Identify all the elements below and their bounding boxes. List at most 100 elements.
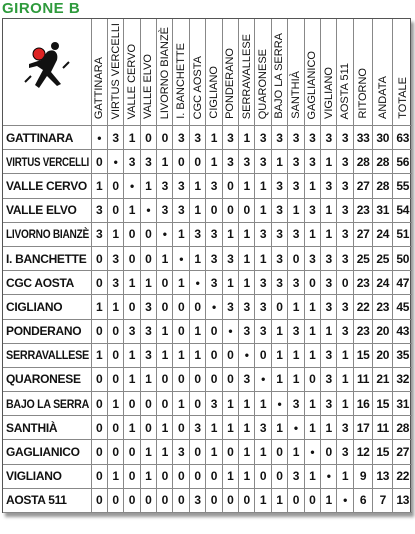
- team-name: QUARONESE: [3, 367, 92, 393]
- result-cell: 3: [205, 391, 223, 417]
- result-cell: 3: [222, 246, 240, 272]
- result-cell: 3: [287, 125, 305, 151]
- column-header: RITORNO: [353, 19, 374, 126]
- result-cell: 1: [189, 246, 207, 272]
- result-cell: 1: [271, 149, 289, 175]
- result-cell: 1: [238, 391, 256, 417]
- team-label: QUARONESE: [6, 372, 81, 387]
- result-cell: 1: [140, 270, 158, 296]
- points-cell: 9: [353, 464, 374, 489]
- result-cell: 3: [91, 198, 108, 223]
- result-cell: 3: [222, 294, 240, 320]
- header-row: GATTINARA VIRTUS VERCELLI VALLE CERVO VALLE…: [3, 19, 413, 126]
- result-cell: 3: [254, 270, 272, 296]
- result-cell: 3: [336, 198, 354, 223]
- result-cell: 1: [107, 464, 125, 489]
- points-cell: 13: [372, 464, 394, 489]
- result-cell: 3: [320, 125, 338, 151]
- column-label: LIVORNO BIANZÈ: [158, 26, 171, 119]
- column-label: VIRTUS VERCELLI: [109, 22, 122, 119]
- column-label: VALLE CERVO: [125, 43, 138, 119]
- result-cell: 1: [205, 149, 223, 175]
- result-cell: 3: [304, 125, 321, 151]
- result-cell: 0: [189, 294, 207, 320]
- result-cell: 1: [156, 343, 174, 368]
- result-cell: 1: [304, 391, 321, 417]
- result-cell: 0: [172, 415, 190, 441]
- column-label: BAJO LA SERRA: [273, 33, 286, 119]
- result-cell: 1: [238, 270, 256, 296]
- result-cell: 0: [107, 439, 125, 465]
- team-label: I. BANCHETTE: [6, 251, 87, 266]
- result-cell: 3: [336, 125, 354, 151]
- result-cell: 3: [140, 319, 158, 344]
- result-cell: 0: [172, 149, 190, 175]
- team-name: SANTHIÀ: [3, 415, 92, 441]
- result-cell: 3: [336, 246, 354, 272]
- logo-cell: [3, 19, 92, 126]
- team-label: BAJO LA SERRA: [6, 396, 89, 411]
- result-cell: 3: [189, 488, 207, 514]
- result-cell: 1: [254, 173, 272, 199]
- result-cell: 1: [140, 439, 158, 465]
- result-cell: 1: [91, 294, 108, 320]
- result-cell: 0: [156, 294, 174, 320]
- column-header: PONDERANO: [222, 19, 240, 126]
- result-cell: 1: [172, 343, 190, 368]
- points-cell: 21: [372, 367, 394, 393]
- points-cell: 7: [372, 488, 394, 514]
- team-row: VIRTUS VERCELLI 0 • 3 3 1 0 0 1 3 3 3 1 3 3 1 3 28 28 56: [3, 149, 413, 175]
- result-cell: 1: [123, 125, 141, 151]
- result-cell: 0: [287, 488, 305, 514]
- points-cell: 55: [392, 173, 413, 199]
- points-cell: 25: [353, 246, 374, 272]
- result-cell: 0: [91, 488, 108, 514]
- result-cell: 0: [123, 391, 141, 417]
- result-cell: 1: [238, 173, 256, 199]
- result-cell: 3: [336, 415, 354, 441]
- result-cell: 0: [91, 367, 108, 393]
- team-name: GATTINARA: [3, 125, 92, 151]
- result-cell: 1: [107, 391, 125, 417]
- team-label: LIVORNO BIANZÈ: [6, 227, 89, 242]
- result-cell: •: [189, 270, 207, 296]
- result-cell: 1: [254, 439, 272, 465]
- column-label: GATTINARA: [93, 56, 106, 119]
- team-row: VALLE CERVO 1 0 • 1 3 3 1 3 0 1 1 3 3 1 3 3 27 28 55: [3, 173, 413, 199]
- points-cell: 47: [392, 270, 413, 296]
- points-cell: 31: [392, 391, 413, 417]
- points-cell: 27: [353, 222, 374, 247]
- result-cell: •: [271, 391, 289, 417]
- result-cell: 3: [222, 125, 240, 151]
- result-cell: 0: [107, 198, 125, 223]
- result-cell: 3: [156, 173, 174, 199]
- result-cell: 1: [123, 198, 141, 223]
- points-cell: 28: [372, 173, 394, 199]
- result-cell: 1: [189, 319, 207, 344]
- result-cell: 3: [205, 222, 223, 247]
- result-cell: 0: [123, 464, 141, 489]
- result-cell: 3: [254, 415, 272, 441]
- column-header: SERRAVALLESE: [238, 19, 256, 126]
- result-cell: 1: [287, 439, 305, 465]
- result-cell: 3: [254, 294, 272, 320]
- result-cell: 0: [123, 246, 141, 272]
- column-header: VALLE CERVO: [123, 19, 141, 126]
- result-cell: 0: [205, 343, 223, 368]
- title: GIRONE B: [2, 0, 81, 17]
- result-cell: 3: [140, 294, 158, 320]
- result-cell: 0: [140, 246, 158, 272]
- result-cell: 3: [336, 149, 354, 175]
- result-cell: •: [336, 488, 354, 514]
- result-cell: 3: [254, 125, 272, 151]
- result-cell: •: [222, 319, 240, 344]
- result-cell: 3: [320, 391, 338, 417]
- result-cell: 0: [156, 125, 174, 151]
- team-label: CGC AOSTA: [6, 275, 74, 290]
- column-label: AOSTA 511: [339, 62, 352, 119]
- result-cell: 3: [156, 198, 174, 223]
- result-cell: 3: [222, 149, 240, 175]
- result-cell: 0: [91, 464, 108, 489]
- result-cell: 0: [91, 439, 108, 465]
- team-label: GATTINARA: [6, 130, 74, 145]
